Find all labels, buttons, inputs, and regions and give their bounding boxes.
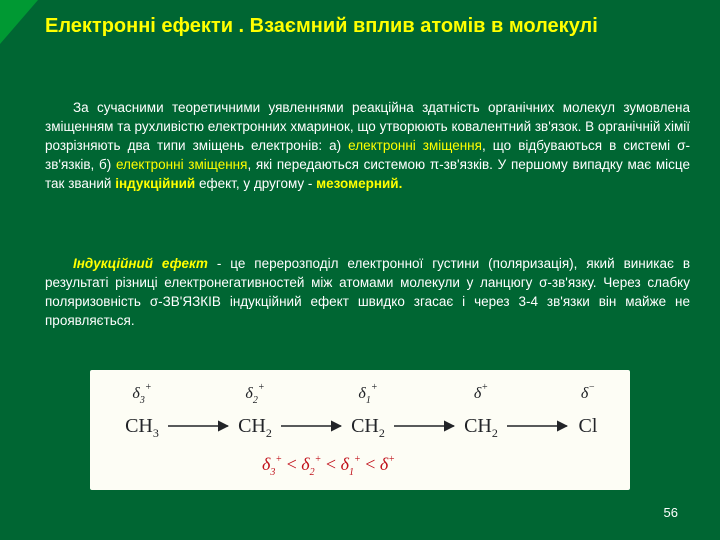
p1-text-4: ефект, у другому - — [195, 176, 316, 191]
p1-highlight-4: мезомерний. — [316, 176, 402, 191]
svg-text:CH2: CH2 — [464, 415, 498, 440]
svg-text:δ−: δ− — [581, 382, 595, 402]
svg-text:δ3+: δ3+ — [132, 382, 151, 406]
slide-title: Електронні ефекти . Взаємний вплив атомі… — [45, 14, 690, 39]
inductive-effect-diagram: δ3+ CH3 δ2+ CH2 δ1+ CH2 δ+ CH2 δ− Cl δ3+ < δ2+ < δ… — [90, 370, 630, 490]
paragraph-2: Індукційний ефект - це перерозподіл елек… — [45, 254, 690, 331]
svg-text:Cl: Cl — [579, 415, 598, 437]
svg-text:δ3+ < δ2+ < δ1+ < δ+: δ3+ < δ2+ < δ1+ < δ+ — [262, 454, 395, 478]
paragraph-1: За сучасними теоретичними уявленнями реа… — [45, 98, 690, 194]
page-number: 56 — [664, 505, 678, 520]
p1-highlight-3: індукційний — [115, 176, 195, 191]
diagram-svg: δ3+ CH3 δ2+ CH2 δ1+ CH2 δ+ CH2 δ− Cl δ3+ < δ2+ < δ… — [90, 370, 630, 490]
p2-highlight-1: Індукційний ефект — [73, 256, 208, 271]
p1-highlight-1: електронні зміщення — [348, 138, 482, 153]
corner-accent — [0, 0, 38, 44]
svg-text:CH2: CH2 — [238, 415, 272, 440]
svg-text:δ+: δ+ — [474, 382, 488, 402]
svg-text:δ2+: δ2+ — [245, 382, 264, 406]
svg-text:CH3: CH3 — [125, 415, 159, 440]
svg-text:CH2: CH2 — [351, 415, 385, 440]
svg-text:δ1+: δ1+ — [358, 382, 377, 406]
p1-highlight-2: електронні зміщення — [116, 157, 248, 172]
